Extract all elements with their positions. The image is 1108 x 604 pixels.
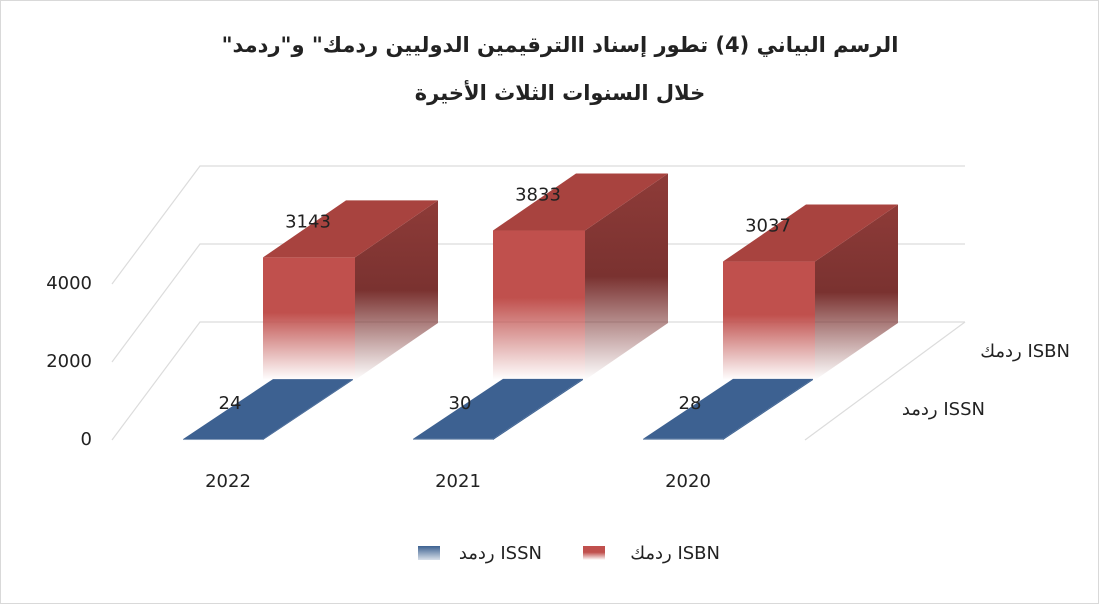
floor-edge xyxy=(804,321,966,441)
bar xyxy=(263,200,438,380)
bar-front xyxy=(493,230,585,380)
grid-line xyxy=(111,165,965,285)
x-tick-label: 2022 xyxy=(205,471,251,492)
legend-swatch xyxy=(418,546,440,560)
data-label: 3143 xyxy=(285,211,331,232)
y-tick-label: 4000 xyxy=(46,273,92,294)
data-label: 3833 xyxy=(515,185,561,206)
bar xyxy=(493,173,668,380)
legend-label: ردمد ISSN xyxy=(459,543,542,564)
bar-side xyxy=(355,200,438,380)
bar xyxy=(413,378,583,440)
bar xyxy=(723,204,898,380)
bar-top xyxy=(183,379,353,440)
data-label: 3037 xyxy=(745,216,791,237)
x-tick-label: 2020 xyxy=(665,471,711,492)
chart-title: الرسم البياني (4) تطور إسناد االترقيمين … xyxy=(222,33,899,57)
legend-swatch xyxy=(583,546,605,560)
bar-side xyxy=(493,378,583,440)
chart-subtitle: خلال السنوات الثلاث الأخيرة xyxy=(415,79,705,105)
depth-label: ردمد ISSN xyxy=(902,399,985,420)
x-tick-label: 2021 xyxy=(435,471,481,492)
y-tick-label: 0 xyxy=(81,429,92,450)
bar-front xyxy=(263,257,355,380)
bar-front xyxy=(643,438,723,440)
data-label: 24 xyxy=(219,393,242,414)
bar xyxy=(183,379,353,441)
bar-top xyxy=(413,378,583,439)
data-label: 30 xyxy=(449,393,472,414)
bar-front xyxy=(183,439,263,441)
bar-side xyxy=(585,173,668,380)
bar-top xyxy=(723,204,898,262)
bar-top xyxy=(643,378,813,439)
bar-front xyxy=(723,261,815,380)
bar-side xyxy=(815,204,898,380)
depth-label: ردمك ISBN xyxy=(980,341,1070,362)
bar-side xyxy=(263,379,353,440)
bar-side xyxy=(723,378,813,440)
legend-label: ردمك ISBN xyxy=(630,543,720,564)
grid-line xyxy=(111,243,965,363)
y-tick-label: 2000 xyxy=(46,351,92,372)
bar-front xyxy=(413,438,493,440)
bar-top xyxy=(263,200,438,258)
data-label: 28 xyxy=(679,393,702,414)
bar xyxy=(643,378,813,440)
grid-line xyxy=(111,321,965,441)
bar-top xyxy=(493,173,668,231)
